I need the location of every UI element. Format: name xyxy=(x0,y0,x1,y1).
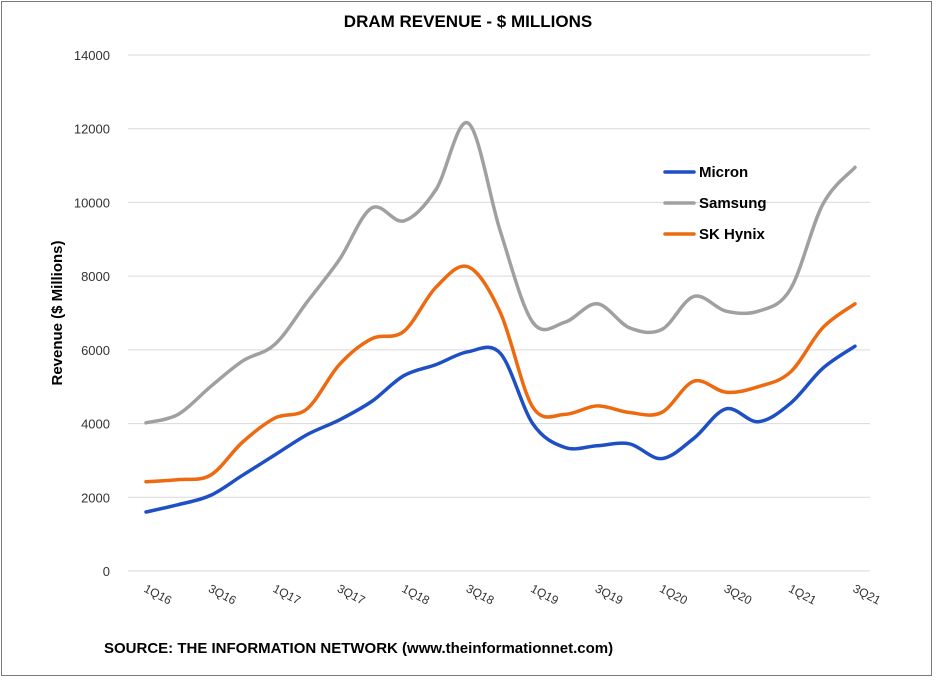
y-axis-ticks: 0 2000 4000 6000 8000 10000 12000 14000 xyxy=(74,48,110,579)
source-note: SOURCE: THE INFORMATION NETWORK (www.the… xyxy=(104,640,614,657)
x-tick-label: 1Q20 xyxy=(657,581,690,607)
legend: Micron Samsung SK Hynix xyxy=(663,164,767,243)
y-tick-label: 2000 xyxy=(81,490,110,505)
x-tick-label: 1Q19 xyxy=(528,581,561,607)
y-tick-label: 8000 xyxy=(81,269,110,284)
series-lines xyxy=(144,121,857,514)
y-axis-label: Revenue ($ Millions) xyxy=(49,240,66,385)
y-tick-label: 10000 xyxy=(74,195,110,210)
chart-title: DRAM REVENUE - $ MILLIONS xyxy=(343,12,593,31)
series-line-micron xyxy=(144,344,857,514)
series-line-sk-hynix xyxy=(144,264,857,484)
x-axis-ticks: 1Q16 3Q16 1Q17 3Q17 1Q18 3Q18 1Q19 3Q19 1Q20 3Q20… xyxy=(142,581,884,607)
y-tick-label: 14000 xyxy=(74,48,110,63)
series-line-samsung xyxy=(144,121,857,425)
x-tick-label: 1Q17 xyxy=(271,581,304,607)
x-tick-label: 1Q18 xyxy=(399,581,432,607)
x-tick-label: 3Q16 xyxy=(206,581,239,607)
x-tick-label: 1Q21 xyxy=(786,581,819,607)
legend-label-micron: Micron xyxy=(699,164,748,181)
gridlines xyxy=(128,54,870,572)
x-tick-label: 3Q19 xyxy=(593,581,626,607)
y-tick-label: 4000 xyxy=(81,417,110,432)
legend-label-samsung: Samsung xyxy=(699,195,767,212)
y-tick-label: 12000 xyxy=(74,122,110,137)
x-tick-label: 3Q18 xyxy=(464,581,497,607)
y-tick-label: 6000 xyxy=(81,343,110,358)
x-tick-label: 3Q21 xyxy=(851,581,884,607)
y-tick-label: 0 xyxy=(103,564,110,579)
legend-label-sk-hynix: SK Hynix xyxy=(699,226,766,243)
x-tick-label: 3Q17 xyxy=(335,581,368,607)
x-tick-label: 1Q16 xyxy=(142,581,175,607)
x-tick-label: 3Q20 xyxy=(722,581,755,607)
